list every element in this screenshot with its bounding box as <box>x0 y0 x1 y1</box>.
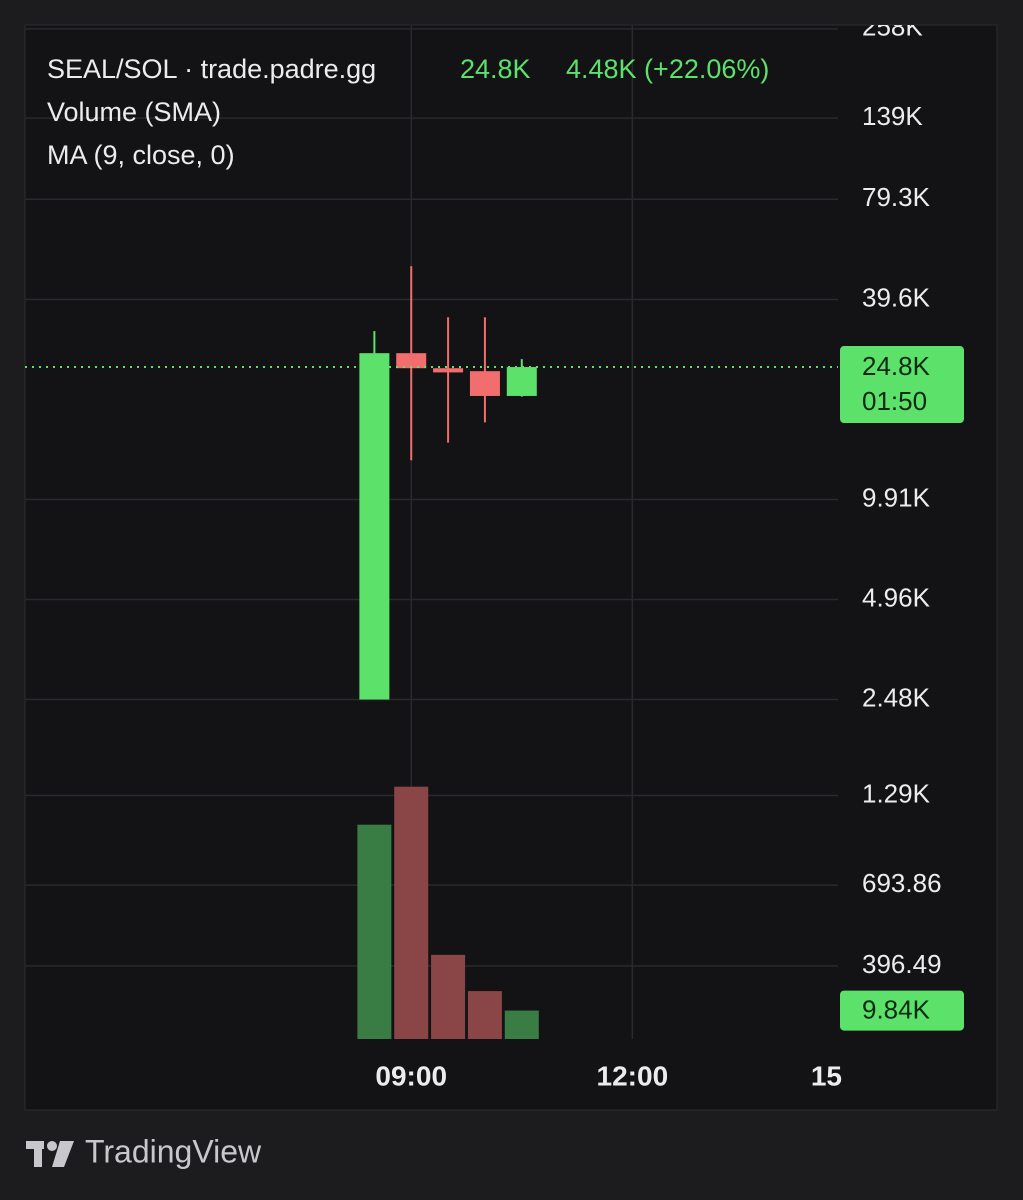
price-tag-label: 24.8K <box>862 351 931 381</box>
volume-bar <box>431 954 466 1039</box>
indicator: Volume (SMA) <box>47 97 221 127</box>
chart-title: SEAL/SOL · trade.padre.gg <box>47 54 376 84</box>
volume-tag-label: 9.84K <box>862 994 931 1024</box>
volume-bar <box>357 824 392 1039</box>
watermark: TradingView <box>85 1133 262 1169</box>
volume-bar <box>504 1010 539 1039</box>
y-tick-label: 258K <box>862 12 923 42</box>
candle-body <box>359 353 390 700</box>
y-tick-label: 2.48K <box>862 682 931 712</box>
candle-body <box>506 367 537 396</box>
candle-body <box>469 371 500 396</box>
y-tick-label: 79.3K <box>862 182 931 212</box>
indicator: MA (9, close, 0) <box>47 140 235 170</box>
y-tick-label: 39.6K <box>862 282 931 312</box>
y-tick-label: 139K <box>862 101 923 131</box>
volume-tag <box>840 990 964 1031</box>
x-tick-label: 12:00 <box>597 1060 669 1091</box>
volume-bar <box>394 786 429 1039</box>
legend-value: 24.8K <box>460 54 531 84</box>
countdown: 01:50 <box>862 386 927 416</box>
price-tag <box>840 346 964 424</box>
y-tick-label: 9.91K <box>862 482 931 512</box>
y-tick-label: 4.96K <box>862 582 931 612</box>
candle-body <box>396 353 427 369</box>
chart-area <box>24 24 998 1111</box>
y-tick-label: 396.49 <box>862 949 942 979</box>
candle-body <box>433 368 464 373</box>
y-tick-label: 1.29K <box>862 778 931 808</box>
logo <box>26 1141 74 1167</box>
plot: 258K 139K 79.3K 39.6K 9.91K 4.96K 2.48K 1.29K 69… <box>25 12 942 1039</box>
volume-bar <box>467 991 502 1039</box>
legend-change: 4.48K (+22.06%) <box>566 54 769 84</box>
x-tick-label: 15 <box>811 1060 842 1091</box>
y-tick-label: 693.86 <box>862 868 942 898</box>
x-tick-label: 09:00 <box>375 1060 447 1091</box>
